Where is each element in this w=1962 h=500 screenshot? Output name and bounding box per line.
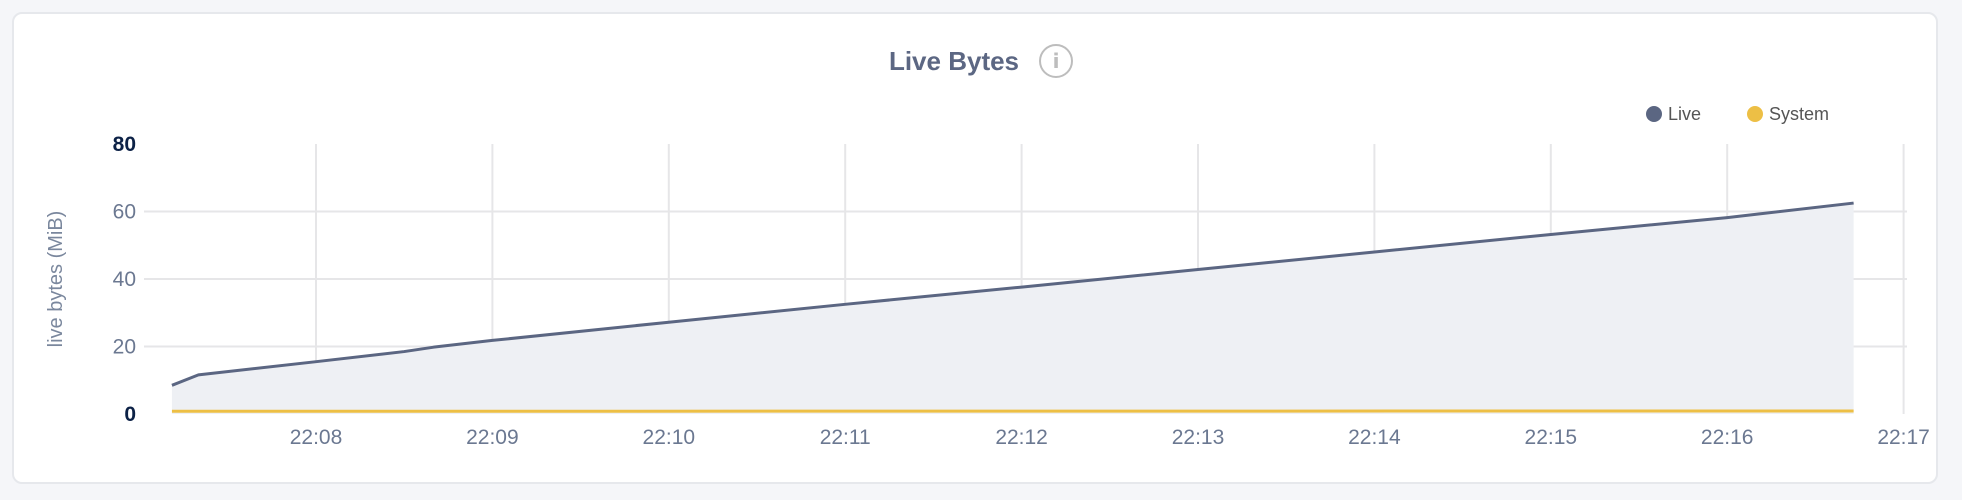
live-legend-dot <box>1646 106 1662 122</box>
chart-title: Live Bytes i <box>0 44 1962 79</box>
y-tick-label: 60 <box>113 201 136 224</box>
x-tick-label: 22:12 <box>995 426 1048 449</box>
x-tick-label: 22:14 <box>1348 426 1401 449</box>
y-axis-label: live bytes (MiB) <box>45 211 67 348</box>
y-tick-label: 20 <box>113 336 136 359</box>
x-tick-label: 22:16 <box>1701 426 1754 449</box>
x-tick-label: 22:08 <box>290 426 343 449</box>
y-tick-label: 40 <box>113 268 136 291</box>
chart-title-text: Live Bytes <box>888 45 1020 76</box>
x-tick-label: 22:10 <box>643 426 696 449</box>
y-tick-label: 80 <box>113 133 136 156</box>
live-line <box>171 201 1854 387</box>
x-tick-label: 22:09 <box>466 426 519 449</box>
x-tick-label: 22:17 <box>1877 426 1930 449</box>
y-tick-label: 0 <box>124 403 136 426</box>
live-area <box>171 203 1854 414</box>
system-legend-dot <box>1747 106 1763 122</box>
info-icon[interactable]: i <box>1039 44 1074 79</box>
x-tick-label: 22:13 <box>1172 426 1225 449</box>
live-legend-label: Live <box>1668 104 1701 124</box>
system-legend-label: System <box>1769 104 1829 124</box>
x-tick-label: 22:11 <box>820 426 871 449</box>
x-tick-label: 22:15 <box>1525 426 1578 449</box>
